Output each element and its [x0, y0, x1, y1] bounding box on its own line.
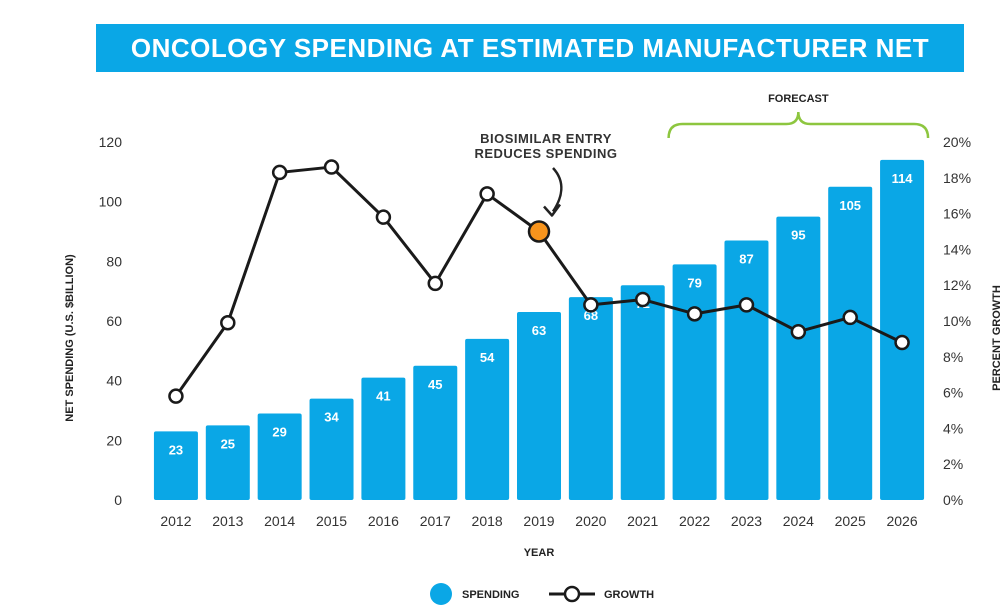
growth-point [375, 209, 392, 225]
bar [568, 297, 613, 500]
growth-point [168, 388, 184, 404]
bar-value-label: 23 [169, 442, 183, 457]
bar [309, 398, 354, 500]
x-tick-label: 2020 [575, 513, 606, 529]
growth-point [479, 186, 495, 202]
bar-value-label: 105 [839, 198, 861, 213]
y2-tick-label: 20% [943, 134, 971, 150]
x-tick-label: 2016 [368, 513, 399, 529]
bar [257, 413, 302, 500]
x-tick-label: 2018 [472, 513, 503, 529]
growth-point [842, 309, 858, 326]
growth-point-highlight [527, 220, 551, 243]
forecast-label: FORECAST [768, 93, 829, 105]
y2-tick-label: 10% [943, 313, 971, 329]
y2-axis-title: PERCENT GROWTH [991, 285, 1003, 391]
y2-tick-label: 16% [943, 206, 971, 222]
y2-tick-label: 12% [943, 277, 971, 293]
bar-value-label: 29 [272, 424, 286, 439]
chart-title: ONCOLOGY SPENDING AT ESTIMATED MANUFACTU… [130, 33, 930, 111]
y-tick-label: 40 [106, 373, 122, 389]
y2-tick-label: 6% [943, 385, 963, 401]
bar-value-label: 63 [532, 323, 546, 338]
growth-point [220, 315, 236, 331]
legend-growth-label: GROWTH [604, 589, 654, 601]
bar [880, 159, 925, 500]
y-tick-label: 20 [106, 432, 122, 448]
x-axis-title: YEAR [524, 547, 555, 559]
x-tick-label: 2023 [731, 513, 762, 529]
growth-point [686, 306, 703, 322]
bar [828, 186, 873, 500]
growth-point [583, 297, 599, 313]
bar-value-label: 95 [791, 228, 805, 243]
x-tick-label: 2012 [160, 513, 191, 529]
annotation-arrow-head [543, 203, 562, 217]
bar-value-label: 25 [221, 436, 235, 451]
growth-point [427, 275, 444, 292]
growth-point [738, 297, 755, 313]
y2-tick-label: 4% [943, 420, 963, 436]
y-tick-label: 100 [99, 194, 123, 210]
legend-growth-marker [563, 585, 581, 603]
x-tick-label: 2025 [835, 513, 866, 529]
bar-value-label: 34 [324, 410, 339, 425]
bar-value-label: 79 [687, 275, 701, 290]
y2-tick-label: 8% [943, 349, 963, 365]
annotation-arrow-shaft [551, 167, 563, 213]
bar [465, 338, 510, 500]
annotation-line-2: REDUCES SPENDING [474, 146, 617, 161]
bar [672, 264, 717, 500]
bar [205, 425, 250, 500]
y-tick-label: 60 [106, 313, 122, 329]
bar-value-label: 87 [739, 251, 753, 266]
y-tick-label: 80 [106, 253, 122, 269]
bar-value-label: 54 [480, 350, 495, 365]
legend-spending-label: SPENDING [462, 589, 519, 601]
title-banner: ONCOLOGY SPENDING AT ESTIMATED MANUFACTU… [96, 24, 964, 111]
x-tick-label: 2022 [679, 513, 710, 529]
bar-value-label: 68 [584, 308, 598, 323]
bar-value-label: 45 [428, 377, 442, 392]
y-axis-title: NET SPENDING (U.S. $BILLION) [64, 254, 76, 422]
y2-tick-label: 18% [943, 170, 971, 186]
bar [724, 240, 769, 500]
y2-tick-label: 2% [943, 456, 963, 472]
x-tick-label: 2021 [627, 513, 658, 529]
bar [361, 377, 406, 500]
growth-point [323, 159, 340, 175]
forecast-bracket [667, 111, 930, 139]
growth-point [634, 291, 651, 308]
bar [517, 312, 561, 500]
bar-value-label: 114 [892, 171, 914, 186]
x-tick-label: 2017 [420, 513, 451, 529]
x-tick-label: 2014 [264, 513, 295, 529]
x-tick-label: 2013 [212, 513, 243, 529]
legend-spending-swatch [430, 583, 452, 605]
x-tick-label: 2015 [316, 513, 347, 529]
bar [153, 431, 198, 500]
bar [620, 285, 665, 500]
growth-point [790, 323, 807, 340]
growth-point [894, 334, 910, 351]
x-tick-label: 2024 [783, 513, 814, 529]
bar-value-label: 41 [376, 389, 390, 404]
growth-point [271, 164, 288, 181]
y-tick-label: 0 [114, 492, 122, 508]
y2-tick-label: 0% [943, 492, 963, 508]
x-tick-label: 2019 [523, 513, 554, 529]
bar [776, 216, 821, 501]
y-tick-label: 120 [99, 134, 123, 150]
annotation-line-1: BIOSIMILAR ENTRY [480, 131, 612, 146]
x-tick-label: 2026 [886, 513, 917, 529]
y2-tick-label: 14% [943, 241, 971, 257]
bar [413, 365, 458, 500]
